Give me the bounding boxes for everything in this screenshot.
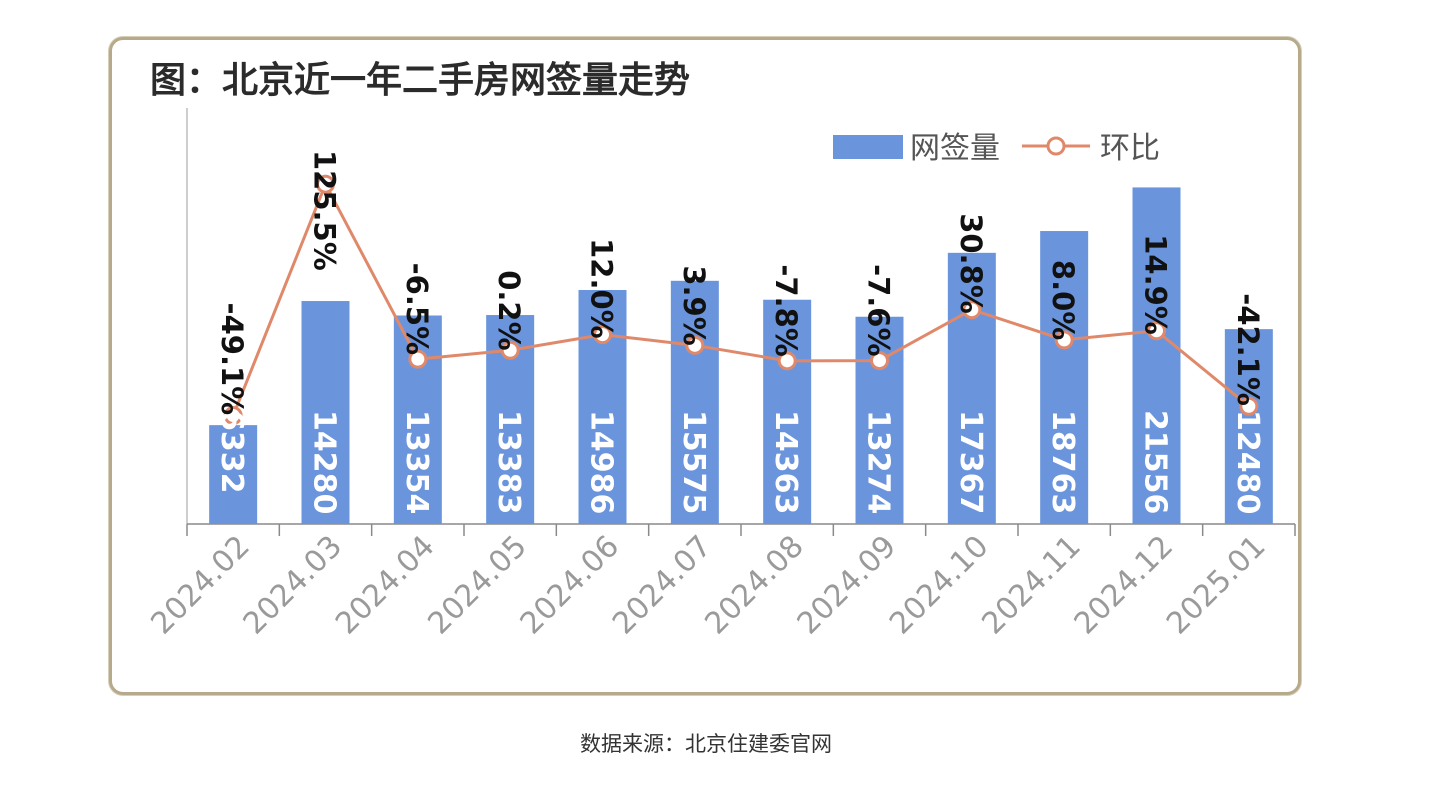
x-tick-label: 2024.09 [791,529,903,641]
bar-value-label: 14363 [768,410,803,514]
pct-label: -7.6% [862,264,896,356]
pct-label: -6.5% [400,263,434,355]
pct-label: -49.1% [215,303,249,416]
bar [763,299,812,524]
x-tick-label: 2024.12 [1068,529,1180,641]
pct-label: 0.2% [492,270,526,350]
x-tick-label: 2024.11 [975,529,1087,641]
bar-series [209,187,1273,524]
legend: 网签量 环比 [833,131,1160,166]
pct-label: 3.9% [677,265,711,345]
bar-value-label: 17367 [953,410,988,514]
legend-line-label: 环比 [1100,131,1160,166]
bar-value-label: 13354 [399,410,434,514]
line-point [500,340,520,360]
bar [1040,231,1089,524]
line-series [223,174,1259,426]
pct-label: 14.9% [1139,234,1173,335]
legend-bar-label: 网签量 [910,131,1000,166]
bar-value-label: 14280 [307,410,342,514]
bar-value-label: 15575 [676,410,711,514]
x-tick-label: 2024.07 [606,529,718,641]
bar-value-label: 21556 [1138,410,1173,514]
bar [1132,187,1181,524]
x-tick-label: 2024.06 [514,529,626,641]
line-point [1147,321,1166,341]
x-ticks: 2024.022024.032024.042024.052024.062024.… [144,524,1296,641]
line-point [1054,330,1074,350]
line-point [316,174,335,194]
x-tick-label: 2024.05 [421,529,533,641]
x-tick-label: 2024.03 [237,529,349,641]
pct-label: -7.8% [769,264,803,356]
line-point [685,335,705,355]
line-point [593,325,612,345]
chart-title: 图：北京近一年二手房网签量走势 [150,59,690,101]
bar [670,280,719,524]
bar [947,252,996,524]
bar-value-label: 13274 [861,410,896,514]
bar [301,301,350,524]
pct-label: 8.0% [1046,260,1080,340]
line-point [870,351,889,371]
line-path [231,180,1250,417]
line-point [777,351,797,371]
x-tick-label: 2024.02 [144,529,256,641]
line-point [408,349,428,369]
data-labels: 6332 14280 13354 13383 14986 15575 14363 13274 1… [214,150,1265,514]
x-tick-label: 2024.08 [698,529,810,641]
bar-value-label: 18763 [1045,410,1080,514]
bar [1224,329,1273,524]
legend-line-marker [1046,136,1066,156]
pct-label: 30.8% [954,213,988,314]
source-caption: 数据来源：北京住建委官网 [580,732,832,756]
x-tick-label: 2025.01 [1160,529,1272,641]
bar [209,425,258,524]
pct-label: -42.1% [1231,293,1265,406]
bar-value-label: 6332 [214,410,249,494]
x-tick-label: 2024.10 [883,529,995,641]
bar-value-label: 13383 [491,410,526,514]
line-point [962,300,982,320]
legend-bar-swatch [833,135,903,159]
pct-label: 125.5% [308,150,342,271]
pct-label: 12.0% [585,238,619,339]
x-tick-label: 2024.04 [329,529,441,641]
bar-value-label: 12480 [1230,410,1265,514]
bar-value-label: 14986 [584,410,619,514]
line-point [223,406,243,426]
line-point [1239,396,1259,416]
